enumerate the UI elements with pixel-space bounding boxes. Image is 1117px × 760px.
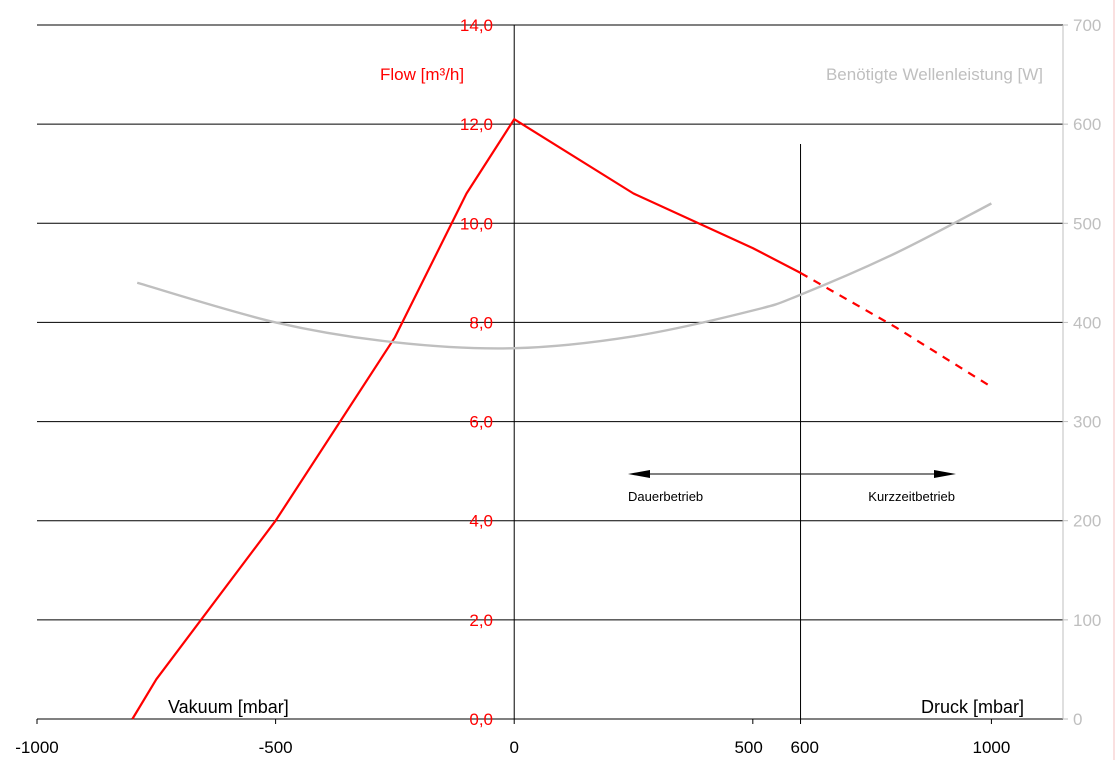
left-axis-label: Flow [m³/h] [380,65,464,84]
series-line-0 [131,118,802,720]
x-tick-label-3: 500 [734,738,762,757]
y-left-tick-label-2: 4,0 [469,512,493,531]
y-left-tick-label-3: 6,0 [469,413,493,432]
kurzzeitbetrieb-arrowhead [934,470,956,478]
y-left-tick-label-0: 0,0 [469,710,493,729]
kurzzeitbetrieb-label: Kurzzeitbetrieb [868,489,955,504]
y-right-tick-label-7: 700 [1073,16,1101,35]
x-label-vakuum: Vakuum [mbar] [168,697,289,717]
x-tick-label-5: 1000 [973,738,1011,757]
y-right-tick-label-2: 200 [1073,512,1101,531]
x-tick-label-1: -500 [259,738,293,757]
y-right-tick-label-4: 400 [1073,313,1101,332]
annotation-kurzzeitbetrieb: Kurzzeitbetrieb [790,470,956,504]
y-right-tick-label-5: 500 [1073,214,1101,233]
series-line-1 [799,271,992,388]
dauerbetrieb-label: Dauerbetrieb [628,489,703,504]
y-right-tick-label-1: 100 [1073,611,1101,630]
y-right-tick-label-3: 300 [1073,413,1101,432]
x-label-druck: Druck [mbar] [921,697,1024,717]
x-tick-label-2: 0 [509,738,518,757]
y-right-tick-label-0: 0 [1073,710,1082,729]
gridlines [37,24,1063,720]
y-left-tick-label-1: 2,0 [469,611,493,630]
right-axis-label: Benötigte Wellenleistung [W] [826,65,1043,84]
y-left-tick-label-4: 8,0 [469,313,493,332]
y-left-tick-label-5: 10,0 [460,214,493,233]
series-line-2 [136,202,992,350]
annotation-dauerbetrieb: Dauerbetrieb [628,470,790,504]
series-lines [131,118,992,720]
y-left-tick-label-7: 14,0 [460,16,493,35]
y-left-tick-label-6: 12,0 [460,115,493,134]
tick-labels: -1000 -500 0 500 600 10000,02,04,06,08,010,01… [15,16,1101,757]
x-tick-label-0: -1000 [15,738,58,757]
dauerbetrieb-arrowhead [628,470,650,478]
x-tick-label-4: 600 [791,738,819,757]
axes [36,0,1115,760]
y-right-tick-label-6: 600 [1073,115,1101,134]
